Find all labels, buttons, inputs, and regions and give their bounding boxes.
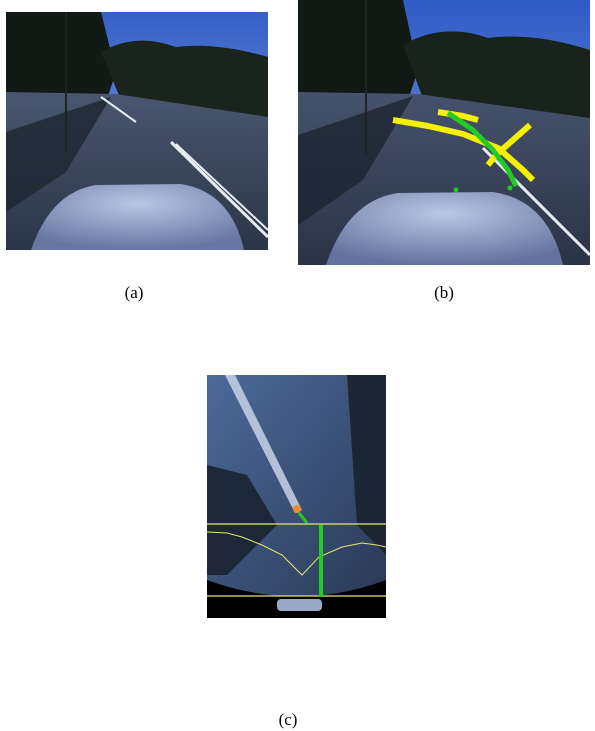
caption-c: (c) — [278, 710, 298, 729]
yellow-lane-overlay-right — [485, 122, 532, 167]
caption-a: (a) — [124, 283, 144, 302]
ipm-image-c — [207, 375, 386, 618]
caption-b: (b) — [434, 283, 454, 302]
yellow-lane-overlay-top — [437, 109, 479, 123]
panel-a-road-photo — [6, 12, 268, 250]
profile-curve — [207, 531, 386, 576]
road-scene-image-a — [6, 12, 268, 250]
green-lane-overlay — [446, 110, 519, 188]
panel-c-ipm-view — [207, 375, 386, 618]
panel-b-road-photo-overlay — [298, 0, 590, 265]
road-scene-image-b — [298, 0, 590, 265]
